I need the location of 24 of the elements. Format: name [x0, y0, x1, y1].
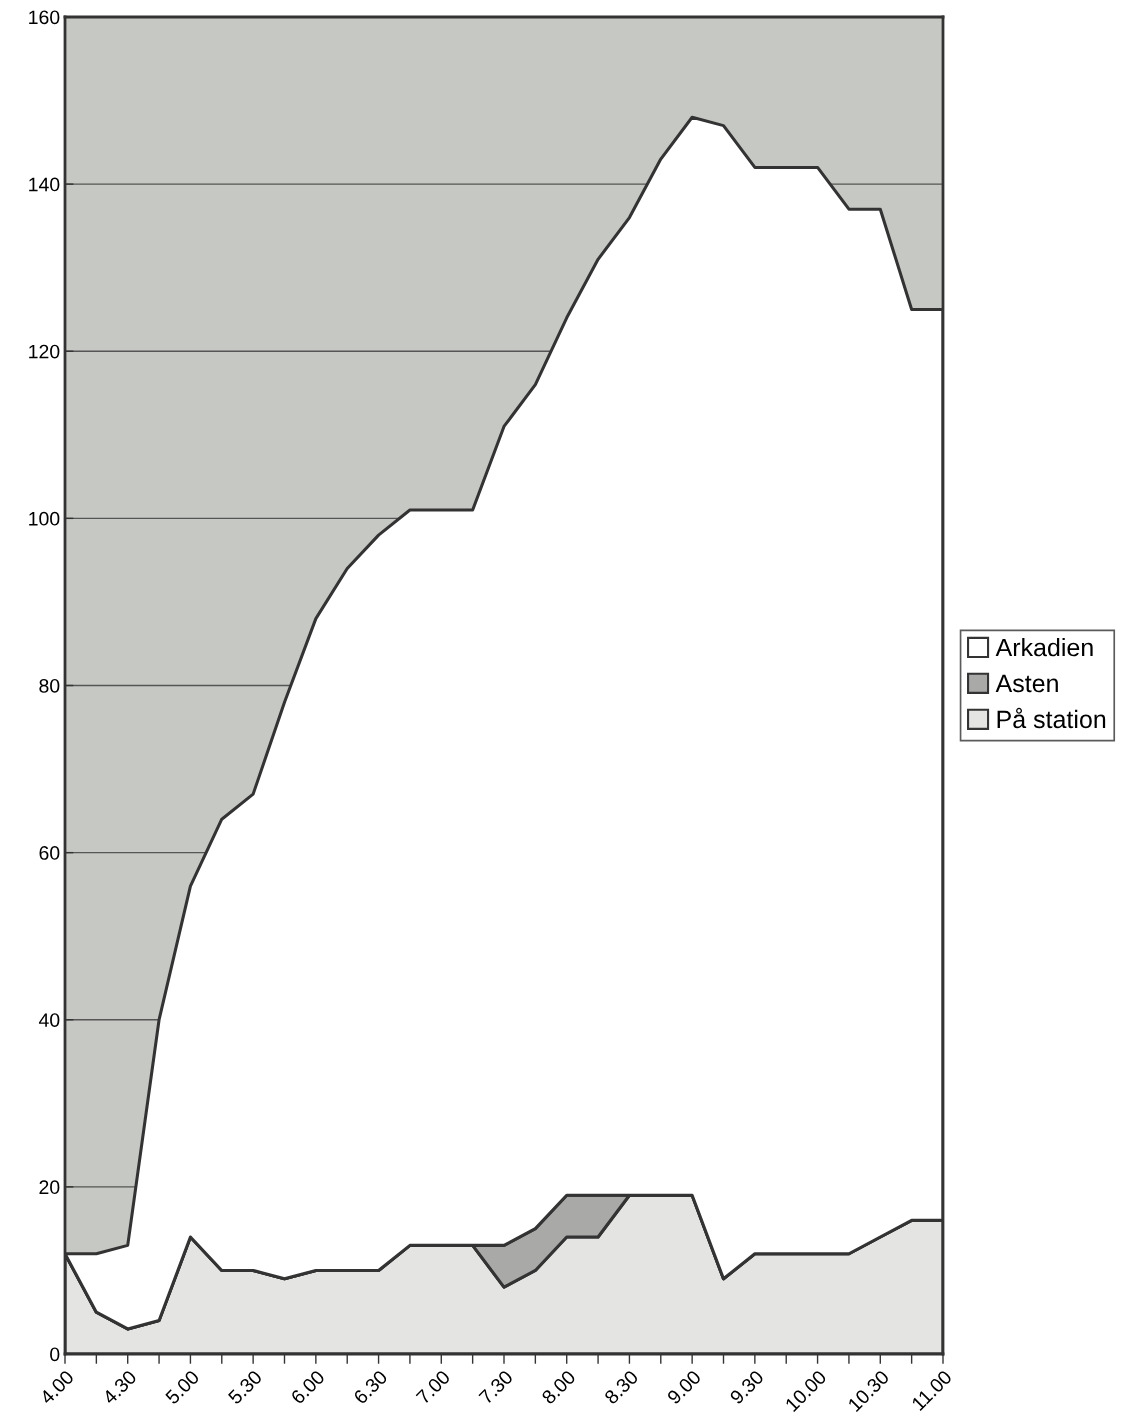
y-tick-label: 120: [29, 344, 60, 359]
x-tick-label: 9.00: [666, 1369, 702, 1405]
x-tick-label: 9.30: [729, 1369, 765, 1405]
x-tick-label: 4.30: [101, 1369, 138, 1406]
x-tick-label: 5.30: [227, 1369, 263, 1405]
legend-label: På station: [997, 707, 1106, 729]
y-tick-label: 80: [39, 678, 60, 693]
y-tick-label: 100: [29, 511, 60, 526]
x-tick-label: 7.30: [478, 1369, 514, 1405]
y-tick-label: 40: [38, 1013, 60, 1027]
x-tick-label: 5.00: [164, 1369, 200, 1405]
y-tick-label: 140: [29, 177, 60, 192]
x-tick-label: 8.00: [540, 1369, 577, 1405]
y-tick-label: 160: [29, 10, 60, 25]
x-tick-label: 8.30: [603, 1369, 639, 1405]
y-tick-label: 0: [50, 1347, 60, 1362]
x-tick-label: 7.00: [415, 1369, 451, 1405]
x-tick-label: 6.30: [352, 1369, 389, 1405]
legend-label: Arkadien: [995, 637, 1093, 657]
x-tick-label: 4.00: [38, 1369, 75, 1406]
legend-label: Asten: [995, 674, 1058, 693]
x-tick-label: 6.00: [290, 1369, 326, 1405]
y-tick-label: 20: [39, 1180, 60, 1195]
y-tick-label: 60: [39, 846, 60, 860]
